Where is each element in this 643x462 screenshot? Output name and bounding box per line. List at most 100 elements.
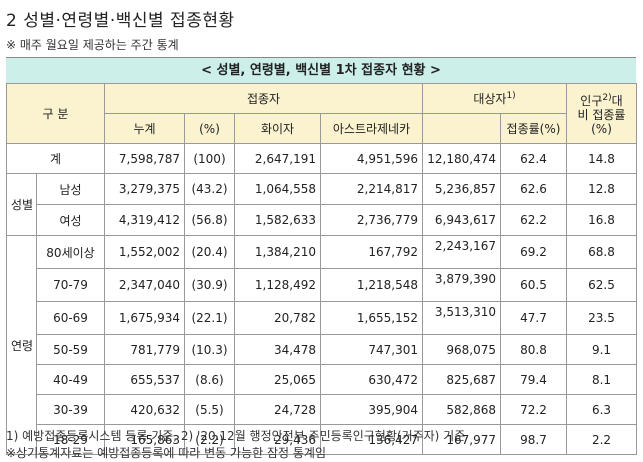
cell-astrazeneca: 1,218,548 xyxy=(320,268,423,302)
row-label: 남성 xyxy=(36,173,105,205)
cell-pfizer: 1,582,633 xyxy=(234,204,321,236)
cell-pct: (100) xyxy=(184,143,235,174)
cell-pfizer: 25,065 xyxy=(234,364,321,395)
cell-pfizer: 34,478 xyxy=(234,334,321,365)
table-row: 30-39 420,632 (5.5) 24,728 395,904 582,868 72.… xyxy=(7,394,637,425)
row-group-label: 연령 xyxy=(6,235,37,455)
table-row: 연령 80세이상 1,552,002 (20.4) 1,384,210 167,792 2,… xyxy=(6,235,637,455)
cell-cumulative: 781,779 xyxy=(104,334,185,365)
row-label: 70-79 xyxy=(36,268,105,302)
row-label: 50-59 xyxy=(36,334,105,365)
vaccination-table: 구 분 접종자 대상자1) 인구2)대 비 접종률 (%) 누계 (%) 화이자… xyxy=(6,83,637,455)
cell-pct: (56.8) xyxy=(184,204,235,236)
cell-target: 2,243,167 xyxy=(422,235,501,269)
cell-astrazeneca: 2,736,779 xyxy=(320,204,423,236)
row-label: 계 xyxy=(6,143,105,174)
cell-target: 3,513,310 xyxy=(422,301,501,335)
cell-pct: (43.2) xyxy=(184,173,235,205)
cell-pfizer: 24,728 xyxy=(234,394,321,425)
cell-target: 12,180,474 xyxy=(422,143,501,174)
cell-pop-rate: 2.2 xyxy=(566,424,637,455)
header-astrazeneca: 아스트라제네카 xyxy=(320,113,423,144)
cell-target: 825,687 xyxy=(422,364,501,395)
header-pct: (%) xyxy=(184,113,235,144)
cell-rate: 69.2 xyxy=(500,235,567,269)
row-label: 30-39 xyxy=(36,394,105,425)
header-vaccinated: 접종자 xyxy=(104,83,423,114)
cell-pop-rate: 6.3 xyxy=(566,394,637,425)
cell-rate: 62.2 xyxy=(500,204,567,236)
cell-astrazeneca: 395,904 xyxy=(320,394,423,425)
cell-pop-rate: 9.1 xyxy=(566,334,637,365)
row-label: 18-29 xyxy=(36,424,105,455)
cell-cumulative: 2,347,040 xyxy=(104,268,185,302)
weekly-note: ※ 매주 월요일 제공하는 주간 통계 xyxy=(6,38,179,52)
cell-cumulative: 3,279,375 xyxy=(104,173,185,205)
cell-target: 5,236,857 xyxy=(422,173,501,205)
header-pfizer: 화이자 xyxy=(234,113,321,144)
cell-rate: 60.5 xyxy=(500,268,567,302)
table-row: 50-59 781,779 (10.3) 34,478 747,301 968,075 80… xyxy=(7,334,637,365)
header-cumulative: 누계 xyxy=(104,113,185,144)
cell-rate: 80.8 xyxy=(500,334,567,365)
cell-pop-rate: 14.8 xyxy=(566,143,637,174)
cell-astrazeneca: 630,472 xyxy=(320,364,423,395)
cell-pop-rate: 23.5 xyxy=(566,301,637,335)
header-target-blank xyxy=(422,113,501,144)
cell-pfizer: 2,647,191 xyxy=(234,143,321,174)
cell-pop-rate: 68.8 xyxy=(566,235,637,269)
cell-pct: (20.4) xyxy=(184,235,235,269)
footnote-provisional: ※상기통계자료는 예방접종등록에 따라 변동 가능한 잠정 통계임 xyxy=(6,446,326,460)
row-label: 40-49 xyxy=(36,364,105,395)
row-label: 여성 xyxy=(36,204,105,236)
cell-target: 968,075 xyxy=(422,334,501,365)
table-row: 40-49 655,537 (8.6) 25,065 630,472 825,687 79.… xyxy=(7,364,637,395)
row-group-label: 성별 xyxy=(6,173,37,236)
cell-cumulative: 1,552,002 xyxy=(104,235,185,269)
cell-pop-rate: 8.1 xyxy=(566,364,637,395)
table-row: 70-79 2,347,040 (30.9) 1,128,492 1,218,548 3,… xyxy=(7,268,637,302)
cell-target: 582,868 xyxy=(422,394,501,425)
cell-cumulative: 1,675,934 xyxy=(104,301,185,335)
cell-pop-rate: 12.8 xyxy=(566,173,637,205)
cell-rate: 47.7 xyxy=(500,301,567,335)
table-row: 성별 남성 3,279,375 (43.2) 1,064,558 2,214,817 5,2… xyxy=(6,173,637,236)
cell-cumulative: 4,319,412 xyxy=(104,204,185,236)
page-title: 2 성별·연령별·백신별 접종현황 xyxy=(6,11,235,31)
table-row: 여성 4,319,412 (56.8) 1,582,633 2,736,779 6,943… xyxy=(7,204,637,236)
cell-astrazeneca: 4,951,596 xyxy=(320,143,423,174)
footnote-sources: 1) 예방접종등록시스템 등록 기준, 2) '20.12월 행정안전부 주민등… xyxy=(6,429,466,443)
cell-cumulative: 420,632 xyxy=(104,394,185,425)
cell-target: 6,943,617 xyxy=(422,204,501,236)
cell-pfizer: 1,384,210 xyxy=(234,235,321,269)
table-row-total: 계 7,598,787 (100) 2,647,191 4,951,596 12… xyxy=(6,143,637,174)
cell-rate: 98.7 xyxy=(500,424,567,455)
cell-pfizer: 29,436 xyxy=(234,424,321,455)
cell-astrazeneca: 167,792 xyxy=(320,235,423,269)
cell-pct: (30.9) xyxy=(184,268,235,302)
header-rate: 접종률(%) xyxy=(500,113,567,144)
cell-pfizer: 20,782 xyxy=(234,301,321,335)
cell-pfizer: 1,064,558 xyxy=(234,173,321,205)
header-target: 대상자1) xyxy=(422,83,567,114)
cell-astrazeneca: 747,301 xyxy=(320,334,423,365)
header-pop-rate: 인구2)대 비 접종률 (%) xyxy=(566,83,637,144)
header-category: 구 분 xyxy=(6,83,105,144)
cell-rate: 79.4 xyxy=(500,364,567,395)
cell-rate: 72.2 xyxy=(500,394,567,425)
cell-cumulative: 165,863 xyxy=(104,424,185,455)
cell-cumulative: 655,537 xyxy=(104,364,185,395)
cell-astrazeneca: 2,214,817 xyxy=(320,173,423,205)
cell-rate: 62.4 xyxy=(500,143,567,174)
cell-pct: (22.1) xyxy=(184,301,235,335)
table-row: 60-69 1,675,934 (22.1) 20,782 1,655,152 3,513… xyxy=(7,301,637,335)
cell-pct: (5.5) xyxy=(184,394,235,425)
table-caption: < 성별, 연령별, 백신별 1차 접종자 현황 > xyxy=(6,57,636,84)
cell-pct: (8.6) xyxy=(184,364,235,395)
table-row: 18-29 165,863 (2.2) 29,436 136,427 167,977 98.… xyxy=(7,424,637,455)
cell-cumulative: 7,598,787 xyxy=(104,143,185,174)
row-label: 80세이상 xyxy=(36,235,105,269)
cell-rate: 62.6 xyxy=(500,173,567,205)
cell-target: 3,879,390 xyxy=(422,268,501,302)
row-label: 60-69 xyxy=(36,301,105,335)
